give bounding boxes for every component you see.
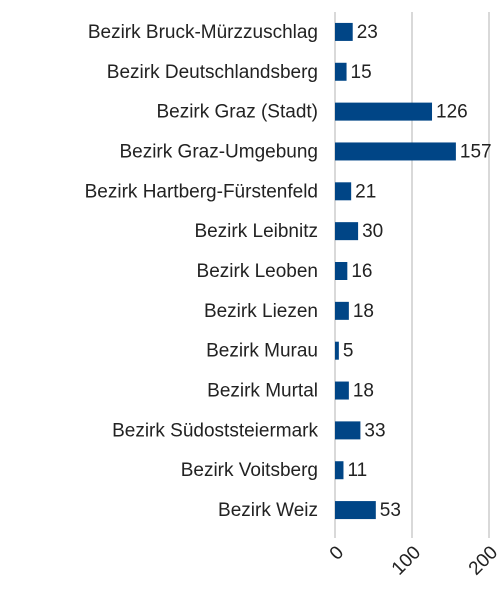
y-tick-label: Bezirk Graz-Umgebung (119, 141, 318, 162)
bar (335, 461, 344, 480)
y-tick-label: Bezirk Hartberg-Fürstenfeld (85, 181, 318, 202)
bar (335, 381, 349, 400)
bar (335, 501, 376, 520)
y-tick-label: Bezirk Graz (Stadt) (156, 102, 318, 123)
bar (335, 102, 433, 121)
value-label: 11 (347, 460, 367, 481)
value-label: 33 (364, 420, 385, 441)
value-label: 53 (380, 500, 401, 521)
y-tick-label: Bezirk Murtal (207, 381, 318, 402)
value-label: 16 (351, 261, 372, 282)
y-tick-label: Bezirk Murau (206, 341, 318, 362)
value-label: 157 (460, 141, 492, 162)
value-label: 18 (353, 301, 374, 322)
value-label: 18 (353, 381, 374, 402)
bar (335, 421, 361, 440)
value-label: 5 (343, 341, 354, 362)
y-tick-label: Bezirk Südoststeiermark (112, 420, 318, 441)
bar (335, 62, 347, 81)
bar (335, 22, 353, 41)
bar (335, 222, 359, 241)
bar (335, 142, 456, 161)
value-label: 21 (355, 181, 376, 202)
y-tick-label: Bezirk Leibnitz (194, 221, 318, 242)
bar (335, 341, 339, 360)
x-tick-label: 0 (326, 542, 348, 564)
bar (335, 301, 349, 320)
value-label: 30 (362, 221, 383, 242)
bar (335, 182, 352, 201)
y-tick-label: Bezirk Deutschlandsberg (107, 62, 318, 83)
value-label: 23 (357, 22, 378, 43)
y-tick-label: Bezirk Weiz (218, 500, 318, 521)
y-tick-label: Bezirk Voitsberg (181, 460, 318, 481)
value-label: 126 (436, 102, 468, 123)
x-tick-label: 100 (388, 542, 425, 579)
bar (335, 262, 348, 280)
y-tick-label: Bezirk Liezen (204, 301, 318, 322)
y-tick-label: Bezirk Leoben (197, 261, 318, 282)
value-label: 15 (351, 62, 372, 83)
y-tick-label: Bezirk Bruck-Mürzzuschlag (88, 22, 318, 43)
x-tick-label: 200 (465, 542, 502, 579)
